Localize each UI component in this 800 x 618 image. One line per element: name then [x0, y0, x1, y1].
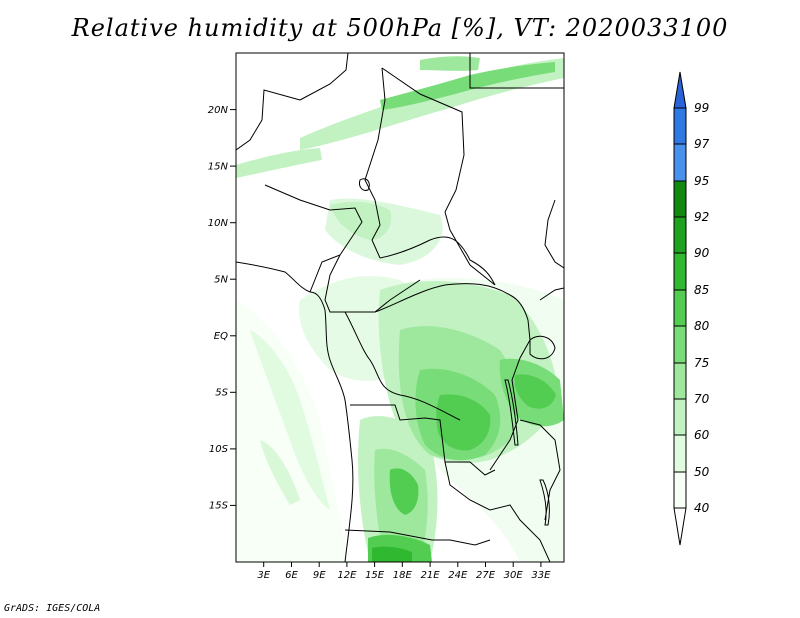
border-congo-drc — [344, 311, 461, 421]
colorbar-swatch-50-60 — [673, 434, 687, 473]
lat-label: 5S — [215, 388, 228, 399]
colorbar-top-arrow — [673, 71, 687, 109]
colorbar-label: 40 — [694, 501, 710, 515]
border-wa-north — [236, 89, 301, 151]
rh-band-50-west — [250, 330, 330, 510]
grads-credit: GrADS: IGES/COLA — [4, 603, 101, 614]
colorbar-label: 70 — [694, 392, 710, 406]
rh-band-85-angola — [372, 546, 412, 562]
lake-victoria — [529, 335, 556, 360]
colorbar-swatch-85-90 — [673, 252, 687, 291]
lat-label: EQ — [214, 331, 228, 342]
colorbar-label: 60 — [694, 428, 710, 442]
rh-band-80 — [436, 394, 491, 451]
colorbar-swatch-75-80 — [673, 325, 687, 364]
colorbar-label: 99 — [694, 101, 709, 115]
colorbar-labels: 99 97 95 92 90 85 80 75 70 60 50 40 — [694, 101, 710, 515]
lon-label: 27E — [476, 570, 496, 581]
border-libya-sudan — [381, 67, 465, 213]
country-borders — [236, 53, 564, 562]
colorbar-label: 92 — [694, 210, 709, 224]
map-frame — [235, 52, 565, 563]
border-car-drc — [374, 283, 529, 321]
rh-streak-50-west — [260, 440, 300, 505]
lake-tanganyika — [504, 379, 519, 446]
colorbar-swatch-60-70 — [673, 398, 687, 436]
colorbar-swatch-95-97 — [673, 143, 687, 182]
colorbar-swatch-92-95 — [673, 180, 687, 218]
colorbar-bottom-arrow — [673, 507, 687, 546]
colorbar-swatch-40-50 — [673, 471, 687, 509]
colorbar-label: 80 — [694, 319, 710, 333]
rh-band-85 — [514, 374, 556, 409]
lon-label: 30E — [504, 570, 524, 581]
lon-label: 33E — [531, 570, 551, 581]
colorbar-swatch-90-92 — [673, 216, 687, 254]
colorbar-label: 95 — [694, 174, 709, 188]
lat-ticks — [230, 109, 236, 506]
lake-malawi — [539, 479, 550, 526]
lon-ticks — [263, 562, 542, 567]
colorbar-swatch-97-99 — [673, 107, 687, 145]
colorbar-label: 50 — [694, 465, 710, 479]
lon-label: 21E — [421, 570, 441, 581]
border-chad-car — [379, 236, 496, 286]
border-kenya — [539, 287, 564, 301]
colorbar-label: 75 — [694, 356, 709, 370]
lat-label: 5N — [214, 275, 228, 286]
lon-label: 6E — [285, 570, 298, 581]
coastline-west — [236, 261, 354, 562]
rh-streak-75 — [380, 62, 555, 110]
lon-label: 3E — [257, 570, 270, 581]
lake-chad — [359, 178, 370, 191]
rh-streak-60-nw — [236, 148, 322, 178]
border-angola-south — [344, 529, 491, 546]
lon-label: 15E — [365, 570, 385, 581]
humidity-field — [236, 56, 564, 562]
colorbar-swatch-70-75 — [673, 362, 687, 400]
rh-band-80-south — [389, 468, 419, 515]
border-niger-chad — [299, 53, 349, 101]
border-zambia — [444, 461, 551, 562]
lon-label: 24E — [448, 570, 468, 581]
border-ethiopia — [544, 199, 564, 269]
chart-title: Relative humidity at 500hPa [%], VT: 202… — [71, 14, 729, 42]
border-egypt — [469, 53, 564, 89]
colorbar-swatch-80-85 — [673, 289, 687, 327]
border-tanzania — [519, 419, 561, 521]
rh-streak-70-ne — [420, 56, 480, 71]
lon-labels: 3E 6E 9E 12E 15E 18E 21E 24E 27E 30E 33E — [257, 570, 551, 581]
border-chad-sudan — [364, 67, 386, 259]
lon-label: 9E — [313, 570, 326, 581]
lat-label: 10S — [209, 444, 229, 455]
colorbar — [673, 71, 687, 546]
lat-label: 10N — [208, 218, 229, 229]
border-sudan-east — [444, 211, 496, 286]
border-drc-east — [489, 319, 531, 471]
border-drc-angola — [350, 404, 496, 476]
colorbar-label: 90 — [694, 246, 710, 260]
lat-label: 15N — [208, 162, 229, 173]
lon-label: 18E — [393, 570, 413, 581]
lat-labels: 20N 15N 10N 5N EQ 5S 10S 15S — [208, 105, 229, 512]
lat-label: 15S — [209, 501, 229, 512]
lat-label: 20N — [208, 105, 229, 116]
colorbar-label: 97 — [694, 137, 710, 151]
border-nigeria — [264, 184, 363, 293]
rh-streak-50-sahel — [330, 201, 392, 240]
colorbar-label: 85 — [694, 283, 709, 297]
lon-label: 12E — [337, 570, 357, 581]
